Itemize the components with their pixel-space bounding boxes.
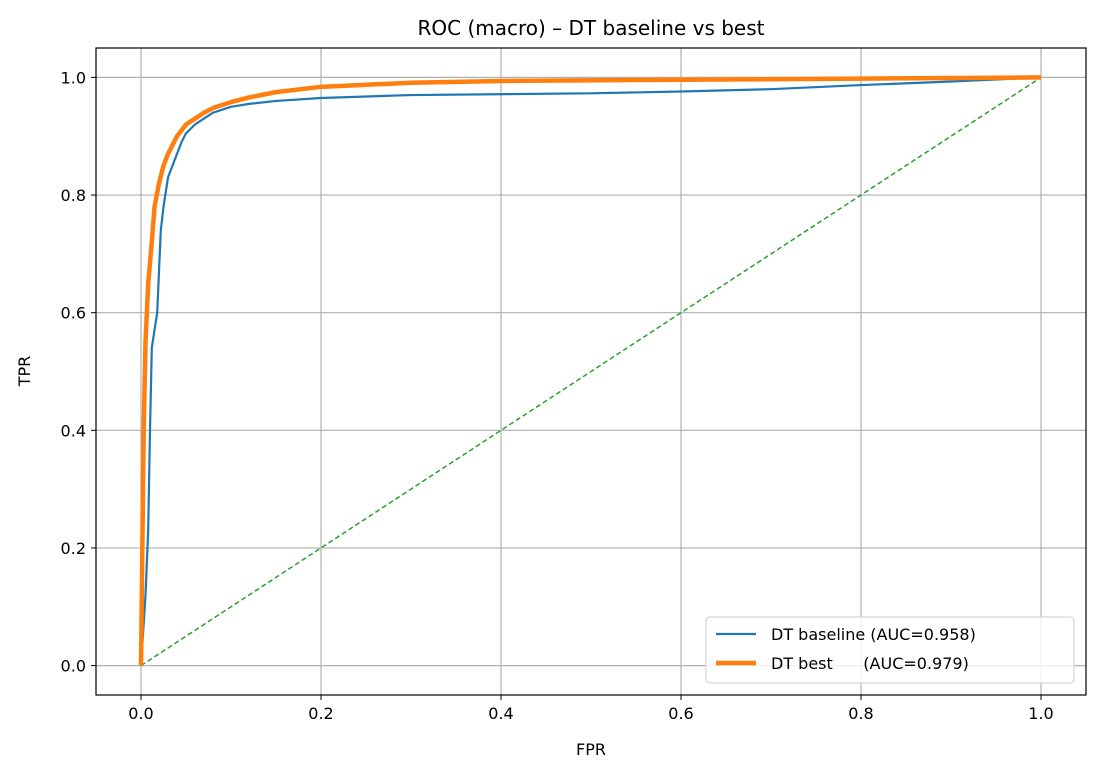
chance-diagonal-line — [140, 76, 1042, 667]
x-tick-label: 0.4 — [488, 704, 513, 723]
dt-best-line — [138, 75, 1042, 666]
legend-label: DT baseline (AUC=0.958) — [771, 625, 976, 644]
x-tick-label: 1.0 — [1028, 704, 1053, 723]
y-tick-label: 1.0 — [61, 68, 86, 87]
x-tick-label: 0.8 — [848, 704, 873, 723]
chart-title: ROC (macro) – DT baseline vs best — [417, 16, 764, 40]
x-tick-label: 0.2 — [308, 704, 333, 723]
y-tick-label: 0.4 — [61, 421, 86, 440]
x-tick-label: 0.0 — [128, 704, 153, 723]
legend: DT baseline (AUC=0.958) DT best (AUC=0.97… — [705, 616, 1075, 684]
plot-frame — [95, 47, 1087, 696]
y-axis-title: TPR — [15, 356, 34, 388]
x-tick-label: 0.6 — [668, 704, 693, 723]
dt-baseline-line — [139, 76, 1042, 666]
y-axis-ticks: 0.0 0.2 0.4 0.6 0.8 1.0 — [61, 68, 96, 676]
y-tick-label: 0.0 — [61, 657, 86, 676]
x-axis-title: FPR — [576, 740, 606, 759]
y-tick-label: 0.6 — [61, 304, 86, 323]
x-axis-ticks: 0.0 0.2 0.4 0.6 0.8 1.0 — [128, 695, 1054, 723]
y-tick-label: 0.8 — [61, 186, 86, 205]
series-layer — [138, 75, 1042, 667]
legend-label: DT best (AUC=0.979) — [771, 654, 969, 673]
y-tick-label: 0.2 — [61, 539, 86, 558]
legend-box — [705, 616, 1075, 684]
